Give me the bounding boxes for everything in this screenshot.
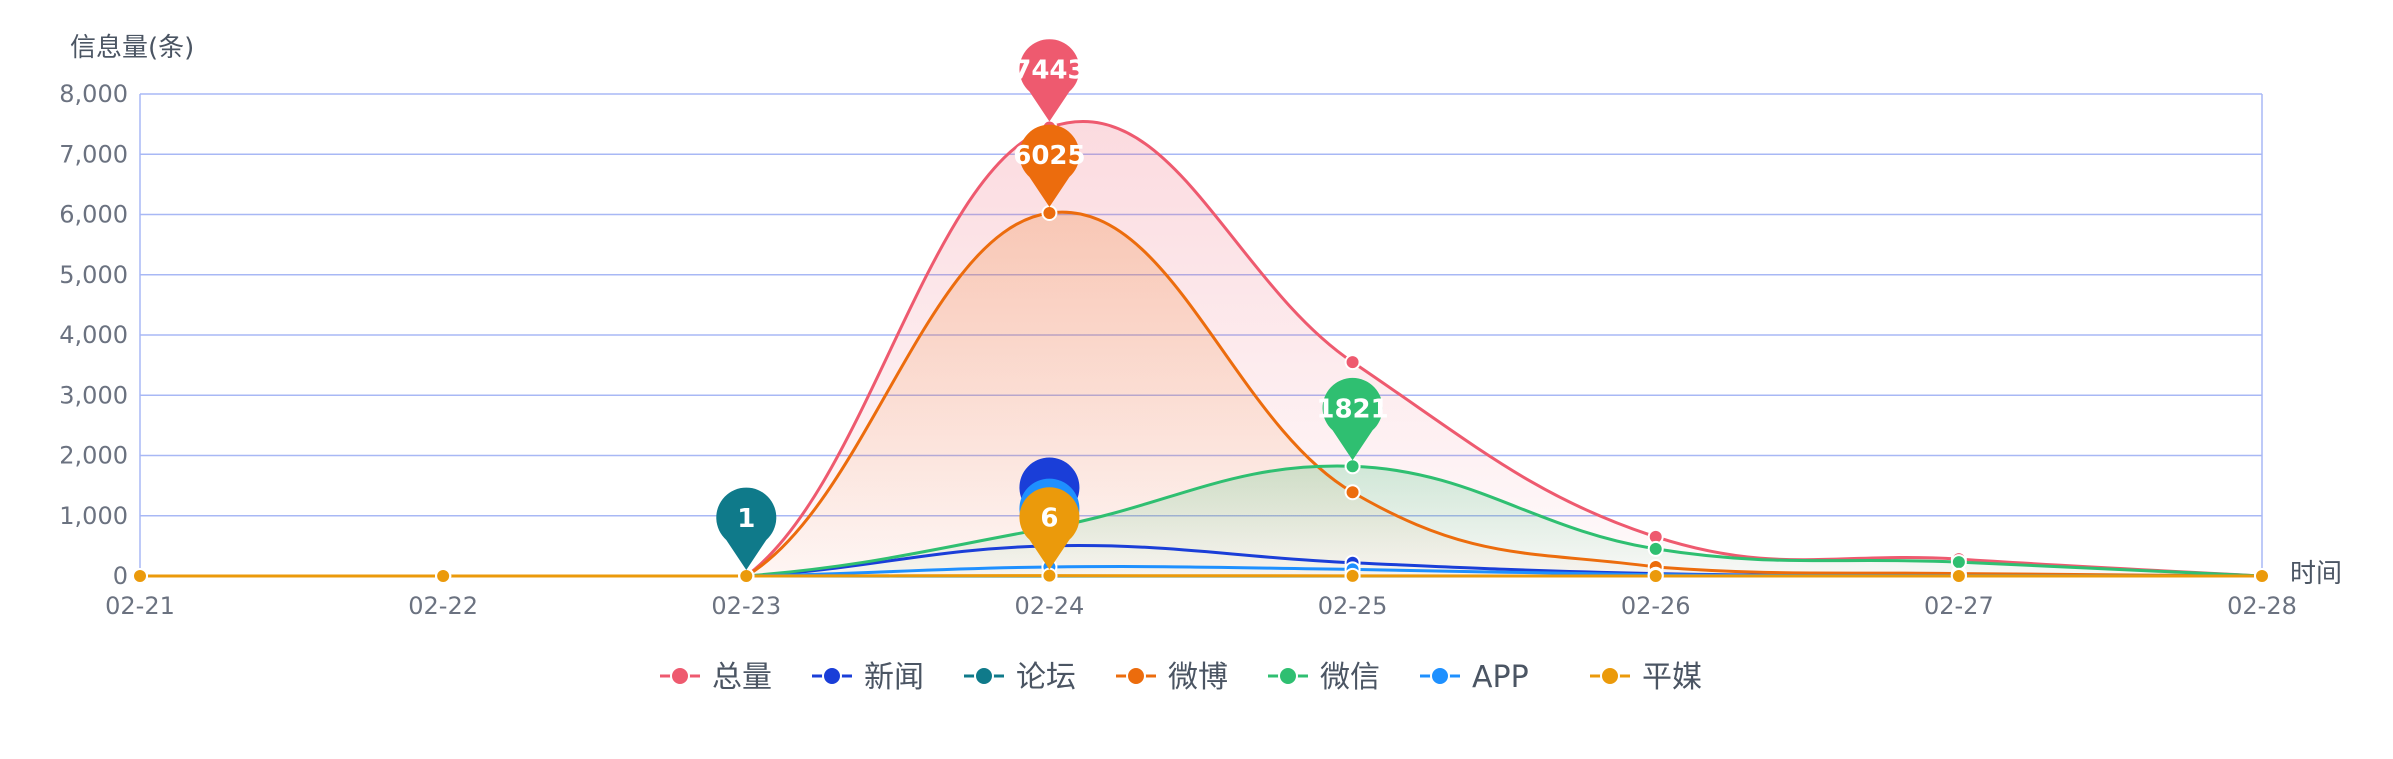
series-points xyxy=(132,119,2270,584)
legend-dot xyxy=(974,666,994,686)
legend-label: 总量 xyxy=(712,660,772,695)
x-tick-label: 02-27 xyxy=(1924,592,1994,620)
data-point[interactable] xyxy=(1344,354,1361,371)
legend-dot xyxy=(1430,666,1450,686)
legend-dot xyxy=(1278,666,1298,686)
data-point[interactable] xyxy=(1647,568,1664,584)
max-marker-总量[interactable]: 7443 xyxy=(1013,39,1086,122)
y-tick-label: 2,000 xyxy=(59,442,128,470)
x-tick-label: 02-25 xyxy=(1318,592,1388,620)
data-point[interactable] xyxy=(2254,568,2270,584)
max-label: 6 xyxy=(1040,504,1058,534)
legend-label: 新闻 xyxy=(864,660,924,695)
max-label: 1 xyxy=(737,504,755,534)
pin-shape xyxy=(716,487,777,570)
pin-shape xyxy=(1019,487,1080,570)
y-axis-title: 信息量(条) xyxy=(70,33,194,63)
data-point[interactable] xyxy=(738,568,755,584)
y-tick-label: 7,000 xyxy=(59,140,128,168)
max-label: 7443 xyxy=(1013,56,1085,86)
y-tick-label: 8,000 xyxy=(59,80,128,108)
legend-label: 微信 xyxy=(1320,660,1380,695)
legend-label: 平媒 xyxy=(1642,660,1702,695)
max-marker-微信[interactable]: 1821 xyxy=(1316,377,1389,461)
pin-shape xyxy=(1322,377,1383,461)
x-tick-label: 02-28 xyxy=(2227,592,2297,620)
x-tick-label: 02-22 xyxy=(408,592,478,620)
max-marker-平媒[interactable]: 6 xyxy=(1019,487,1080,570)
y-tick-label: 5,000 xyxy=(59,261,128,289)
x-tick-label: 02-23 xyxy=(711,592,781,620)
legend-item-微信[interactable]: 微信 xyxy=(1268,660,1380,695)
legend-item-平媒[interactable]: 平媒 xyxy=(1590,660,1702,695)
max-marker-论坛[interactable]: 1 xyxy=(716,487,777,570)
legend-item-APP[interactable]: APP xyxy=(1420,660,1529,695)
max-markers: 7443 6025 1821 1 6 xyxy=(716,39,1389,570)
x-tick-label: 02-24 xyxy=(1015,592,1085,620)
legend-label: 微博 xyxy=(1168,660,1228,695)
area-微信 xyxy=(140,466,2262,576)
y-tick-label: 1,000 xyxy=(59,502,128,530)
x-axis-title: 时间 xyxy=(2290,559,2342,589)
series-lines xyxy=(140,120,2263,578)
data-point[interactable] xyxy=(1344,458,1361,475)
data-point[interactable] xyxy=(1041,204,1058,221)
series-areas xyxy=(140,121,2262,576)
data-point[interactable] xyxy=(435,568,452,584)
legend-item-新闻[interactable]: 新闻 xyxy=(812,660,924,695)
legend-label: APP xyxy=(1472,660,1529,695)
y-tick-label: 4,000 xyxy=(59,321,128,349)
max-marker-微博[interactable]: 6025 xyxy=(1013,124,1086,207)
legend-item-总量[interactable]: 总量 xyxy=(660,660,772,695)
legend[interactable]: 总量 新闻 论坛 微博 微信 APP 平媒 xyxy=(660,660,1702,695)
x-tick-label: 02-21 xyxy=(105,592,175,620)
legend-dot xyxy=(670,666,690,686)
axes: 信息量(条) 时间 0 1,000 2,000 3,000 4,000 5,000 6,00… xyxy=(59,33,2342,620)
legend-dot xyxy=(1126,666,1146,686)
area-微博 xyxy=(140,212,2262,576)
data-point[interactable] xyxy=(1344,567,1361,584)
x-tick-label: 02-26 xyxy=(1621,592,1691,620)
y-tick-label: 6,000 xyxy=(59,201,128,229)
y-tick-label: 0 xyxy=(113,562,128,590)
data-point[interactable] xyxy=(1344,484,1361,501)
data-point[interactable] xyxy=(1950,554,1967,571)
max-label: 1821 xyxy=(1316,394,1388,424)
data-point[interactable] xyxy=(1950,568,1967,584)
data-point[interactable] xyxy=(132,568,148,584)
y-tick-label: 3,000 xyxy=(59,381,128,409)
data-point[interactable] xyxy=(1041,567,1058,584)
data-point[interactable] xyxy=(1647,540,1664,557)
legend-dot xyxy=(822,666,842,686)
pin-shape xyxy=(1019,39,1080,122)
max-label: 6025 xyxy=(1013,141,1085,171)
legend-item-论坛[interactable]: 论坛 xyxy=(964,660,1076,695)
legend-label: 论坛 xyxy=(1016,660,1076,695)
legend-item-微博[interactable]: 微博 xyxy=(1116,660,1228,695)
legend-dot xyxy=(1600,666,1620,686)
pin-shape xyxy=(1019,124,1080,207)
